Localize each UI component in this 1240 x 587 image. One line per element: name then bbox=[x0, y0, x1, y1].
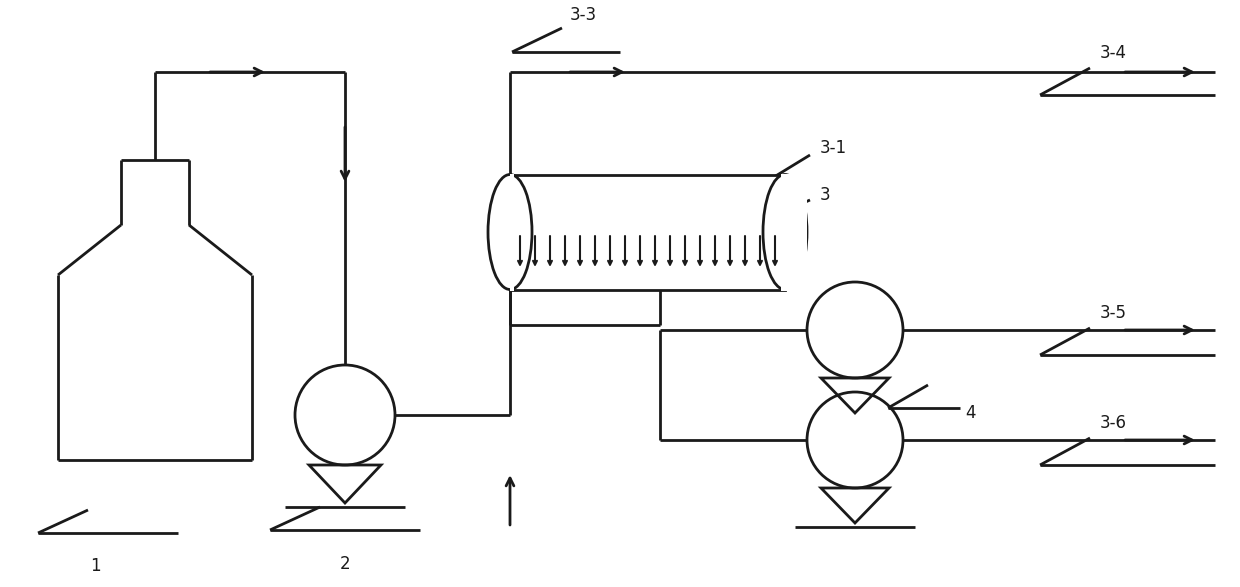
Text: 3-6: 3-6 bbox=[1100, 414, 1127, 432]
Text: 3-3: 3-3 bbox=[570, 6, 598, 24]
Text: 3: 3 bbox=[820, 186, 831, 204]
Bar bbox=[781, 174, 807, 291]
Text: 2: 2 bbox=[340, 555, 351, 573]
Text: 3-5: 3-5 bbox=[1100, 304, 1127, 322]
Bar bbox=[510, 175, 785, 290]
Ellipse shape bbox=[763, 174, 807, 289]
Text: 3-1: 3-1 bbox=[820, 139, 847, 157]
Bar bbox=[510, 174, 515, 291]
Text: 1: 1 bbox=[89, 557, 100, 575]
Ellipse shape bbox=[489, 174, 532, 289]
Text: 4: 4 bbox=[965, 404, 976, 422]
Text: 3-4: 3-4 bbox=[1100, 44, 1127, 62]
